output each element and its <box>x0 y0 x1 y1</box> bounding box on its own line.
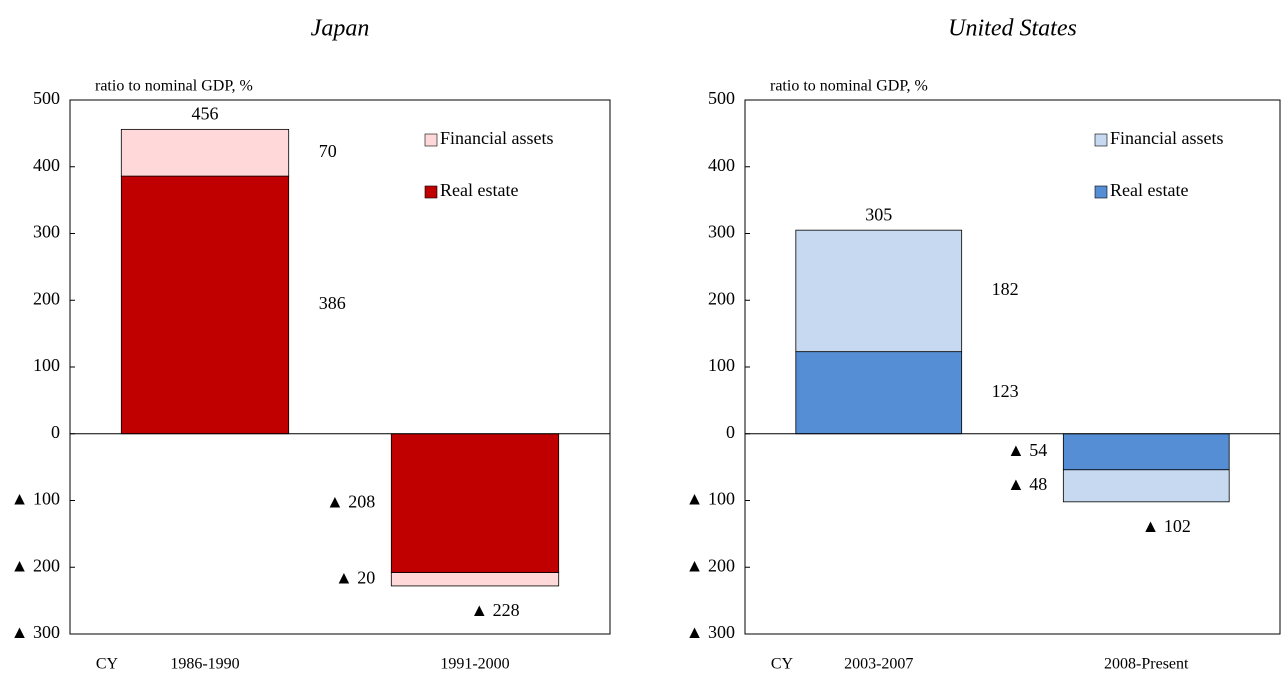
y-tick-label: ▲ 100 <box>686 489 735 509</box>
y-tick-label: 500 <box>33 88 60 108</box>
y-tick-label: ▲ 100 <box>11 489 60 509</box>
y-tick-label: 400 <box>708 155 735 175</box>
bar-segment <box>120 175 290 435</box>
y-tick-label: 300 <box>33 222 60 242</box>
x-tick-label: 1991-2000 <box>440 656 509 673</box>
legend-swatch <box>1094 185 1108 199</box>
y-axis-label: ratio to nominal GDP, % <box>770 78 928 95</box>
total-label: ▲ 228 <box>470 600 519 620</box>
y-tick-label: ▲ 200 <box>11 555 60 575</box>
legend-label: Real estate <box>1110 180 1188 200</box>
y-axis-label: ratio to nominal GDP, % <box>95 78 253 95</box>
bar-segment <box>390 433 560 573</box>
x-prefix: CY <box>771 656 794 673</box>
bar-segment <box>1062 469 1230 503</box>
y-tick-label: 100 <box>33 355 60 375</box>
chart-title: United States <box>948 16 1077 42</box>
y-tick-label: 200 <box>33 288 60 308</box>
total-label: ▲ 102 <box>1142 516 1191 536</box>
y-tick-label: ▲ 300 <box>686 622 735 642</box>
x-tick-label: 2003-2007 <box>844 656 913 673</box>
legend-label: Financial assets <box>440 128 553 148</box>
data-label: 70 <box>319 141 337 161</box>
bar-segment <box>390 572 560 587</box>
y-tick-label: 0 <box>51 422 60 442</box>
bar-segment <box>1062 433 1230 471</box>
y-tick-label: ▲ 300 <box>11 622 60 642</box>
legend-swatch <box>424 133 438 147</box>
y-tick-label: 200 <box>708 288 735 308</box>
legend-label: Real estate <box>440 180 518 200</box>
data-label: ▲ 208 <box>326 491 375 511</box>
data-label: ▲ 54 <box>1007 440 1047 460</box>
data-label: 182 <box>992 279 1019 299</box>
legend-swatch <box>424 185 438 199</box>
data-label: 123 <box>992 381 1019 401</box>
data-label: ▲ 48 <box>1007 474 1047 494</box>
y-tick-label: 500 <box>708 88 735 108</box>
bar-segment <box>795 351 963 435</box>
y-tick-label: 300 <box>708 222 735 242</box>
total-label: 456 <box>192 103 219 123</box>
legend-swatch <box>1094 133 1108 147</box>
data-label: ▲ 20 <box>335 567 375 587</box>
y-tick-label: 0 <box>726 422 735 442</box>
y-tick-label: 400 <box>33 155 60 175</box>
total-label: 305 <box>865 204 892 224</box>
x-prefix: CY <box>96 656 119 673</box>
chart-title: Japan <box>311 16 370 42</box>
bar-segment <box>120 128 290 177</box>
legend-label: Financial assets <box>1110 128 1223 148</box>
y-tick-label: ▲ 200 <box>686 555 735 575</box>
x-tick-label: 2008-Present <box>1104 656 1189 673</box>
x-tick-label: 1986-1990 <box>170 656 239 673</box>
bar-segment <box>795 229 963 353</box>
y-tick-label: 100 <box>708 355 735 375</box>
data-label: 386 <box>319 293 346 313</box>
